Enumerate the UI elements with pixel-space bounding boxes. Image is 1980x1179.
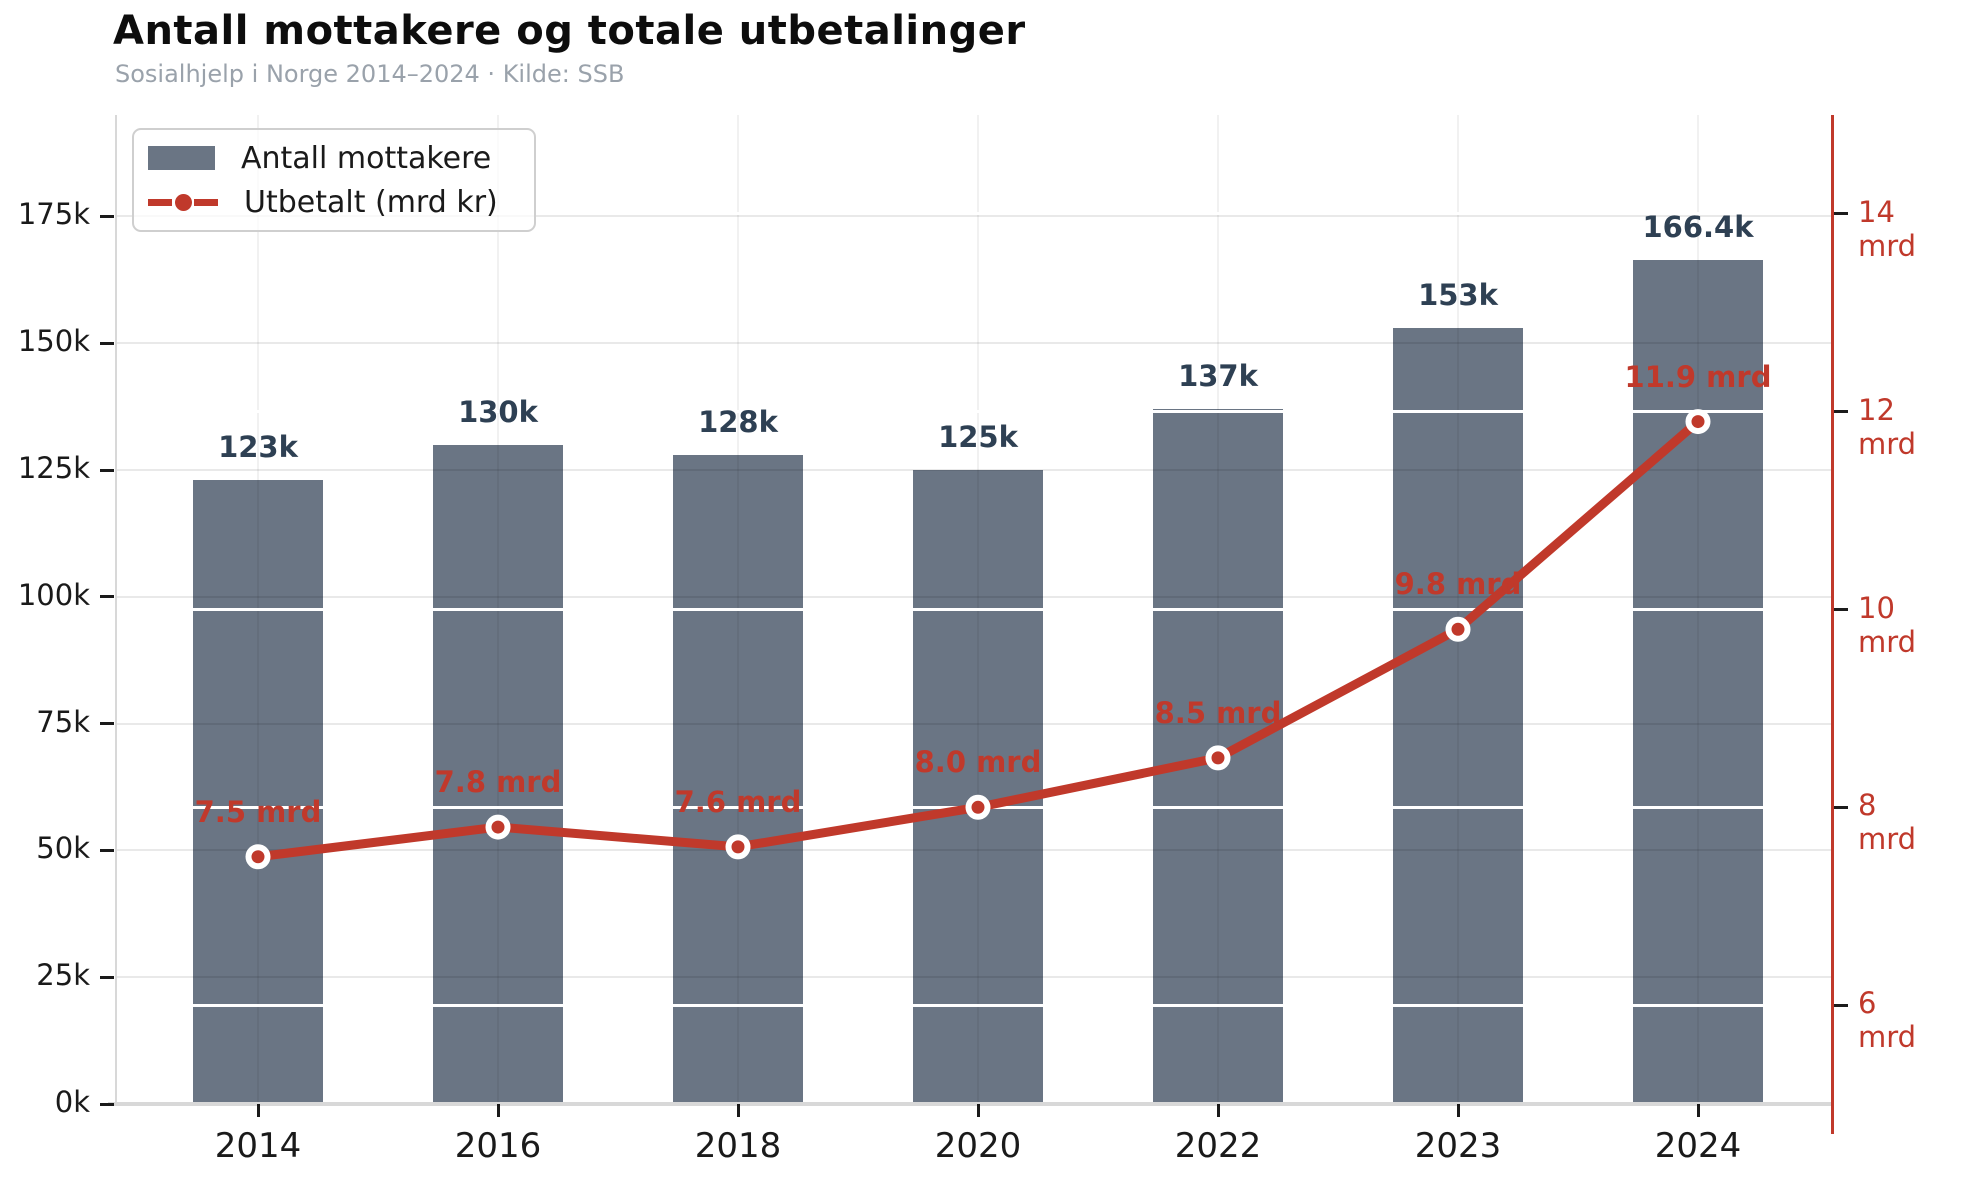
line-series-swatch [148,193,218,211]
legend: Antall mottakere Utbetalt (mrd kr) [132,128,536,232]
left-axis-tick-label: 0k [54,1085,90,1119]
legend-dash-icon [194,198,218,206]
left-axis-tick [100,848,114,852]
line-value-label: 8.0 mrd [914,745,1042,780]
chart-subtitle: Sosialhjelp i Norge 2014–2024 · Kilde: S… [115,60,625,88]
right-axis-tick [1834,805,1848,809]
x-axis-tick-label: 2018 [694,1126,782,1166]
line-marker [1685,409,1711,435]
bar-2016 [433,444,563,1104]
right-axis-tick [1834,410,1848,414]
bar-2018 [673,454,803,1104]
x-axis-tick-label: 2014 [214,1126,302,1166]
bar-value-label: 128k [698,404,778,439]
right-axis-gridline [116,212,1832,216]
x-axis-tick-label: 2022 [1174,1126,1262,1166]
bar-value-label: 125k [938,420,1018,455]
x-axis-tick [1456,1104,1460,1117]
left-axis-tick-label: 125k [17,451,90,486]
right-axis-spine [1831,115,1834,1134]
line-value-label: 11.9 mrd [1624,359,1772,394]
right-axis-tick-label: 12 mrd [1858,392,1917,461]
left-axis-tick-label: 75k [36,704,90,739]
bar-2014 [193,480,323,1104]
legend-item-bars: Antall mottakere [148,141,534,176]
plot-area: Antall mottakere Utbetalt (mrd kr) 123k 1… [18,115,1916,1166]
bar-2020 [913,470,1043,1104]
bar-value-label: 123k [218,430,298,465]
horizontal-gridline [116,215,1832,218]
x-axis-tick-label: 2016 [454,1126,542,1166]
legend-marker-dot-icon [174,193,192,211]
x-axis-tick [976,1104,980,1117]
right-axis-tick [1834,1003,1848,1007]
left-axis-tick [100,468,114,472]
line-value-label: 8.5 mrd [1154,695,1282,730]
line-marker [485,814,511,840]
x-axis-tick-label: 2023 [1414,1126,1502,1166]
x-axis-tick [1696,1104,1700,1117]
line-value-label: 7.5 mrd [194,794,322,829]
horizontal-gridline [116,469,1832,472]
bar-value-label: 153k [1418,278,1498,312]
line-marker [965,794,991,820]
bar-series-swatch [148,146,215,170]
bar-value-label: 130k [458,394,538,429]
right-axis-tick [1834,608,1848,611]
horizontal-gridline [116,722,1832,725]
right-axis-tick [1834,212,1848,216]
left-axis-tick [100,1102,114,1106]
left-axis-tick-label: 25k [36,958,90,993]
horizontal-gridline [116,342,1832,345]
left-axis-tick [100,595,114,599]
x-axis-tick-label: 2020 [934,1126,1022,1166]
bar-2023 [1393,328,1523,1104]
x-axis-tick-label: 2024 [1654,1126,1742,1166]
legend-label-bars: Antall mottakere [241,140,492,176]
bar-2024 [1633,260,1763,1104]
left-axis-tick-label: 50k [36,831,90,866]
left-axis-tick [100,975,114,979]
horizontal-gridline [116,849,1832,852]
left-axis-spine [115,115,117,1104]
right-axis-tick-label: 8 mrd [1858,788,1917,857]
left-axis-tick-label: 100k [17,577,90,612]
line-value-label: 9.8 mrd [1394,567,1522,602]
right-axis-tick-label: 6 mrd [1858,986,1917,1055]
x-axis-tick [736,1104,740,1117]
right-axis-tick-label: 14 mrd [1858,194,1917,263]
line-marker [725,834,751,860]
left-axis-tick-label: 175k [17,197,90,232]
left-axis-tick-label: 150k [17,324,90,359]
left-axis-tick [100,341,114,345]
legend-item-line: Utbetalt (mrd kr) [148,185,534,220]
line-value-label: 7.8 mrd [434,765,562,800]
line-value-label: 7.6 mrd [674,784,802,819]
right-axis-gridline [116,410,1832,414]
line-marker [1445,616,1471,642]
bottom-axis-spine [108,1102,1832,1106]
right-axis-gridline [116,608,1832,611]
legend-label-line: Utbetalt (mrd kr) [244,184,498,220]
x-axis-tick [496,1104,500,1117]
left-axis-tick [100,722,114,726]
left-axis-tick [100,214,114,218]
bar-value-label: 137k [1178,359,1258,394]
x-axis-tick [256,1104,260,1117]
horizontal-gridline [116,595,1832,598]
right-axis-gridline [116,1003,1832,1007]
line-marker [245,844,271,870]
payments-line-series [245,409,1711,870]
legend-dash-icon [148,198,172,206]
bar-value-label: 166.4k [1642,210,1754,245]
horizontal-gridline [116,976,1832,979]
chart-title: Antall mottakere og totale utbetalinger [113,8,1026,54]
right-axis-tick-label: 10 mrd [1858,590,1917,659]
x-axis-tick [1216,1104,1220,1117]
line-marker [1205,745,1231,771]
